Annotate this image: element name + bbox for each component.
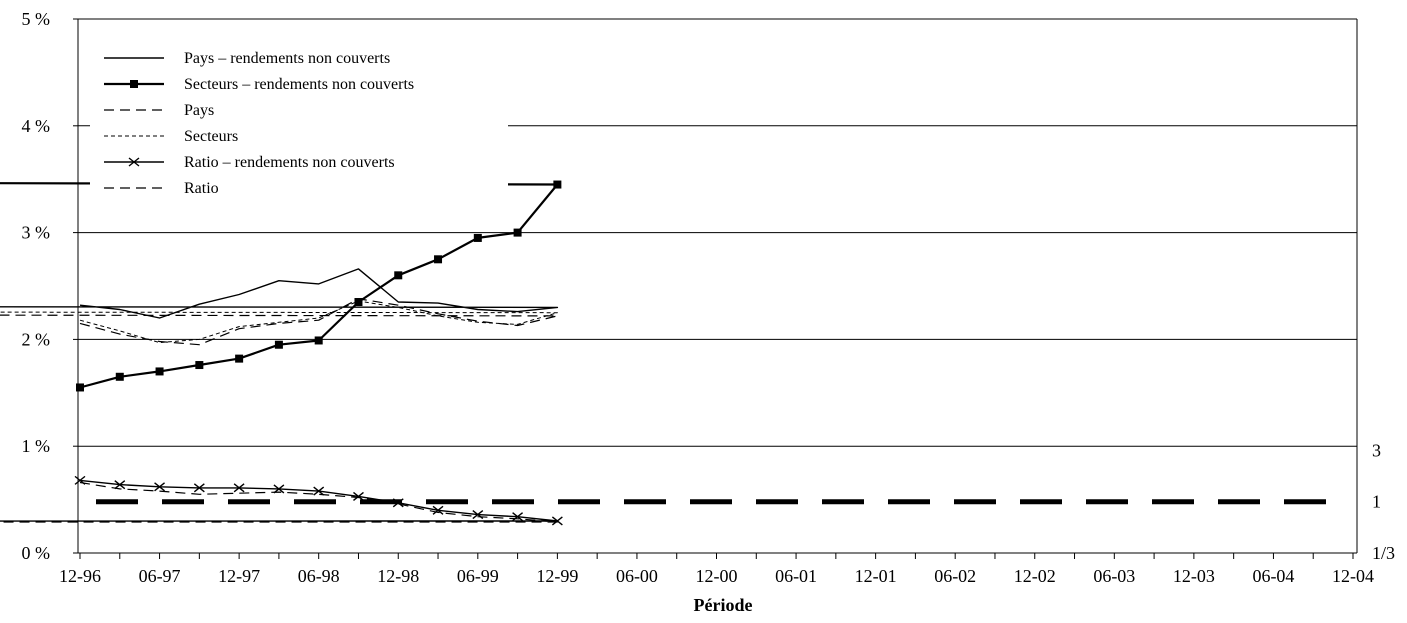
legend-label: Secteurs – rendements non couverts xyxy=(184,76,414,93)
data-point-square xyxy=(130,80,138,88)
data-point-square xyxy=(274,340,283,349)
data-point-x xyxy=(551,516,563,526)
y-axis-tick-labels: 0 % 1 % 2 % 3 % 4 % 5 % xyxy=(22,9,51,563)
y-tick-label: 5 % xyxy=(22,9,51,29)
data-point-square xyxy=(76,383,84,392)
data-point-x xyxy=(432,505,444,515)
data-point-square xyxy=(354,298,363,307)
series-line xyxy=(0,298,559,346)
y2-tick-label: 3 xyxy=(1372,440,1381,460)
legend-area xyxy=(90,40,508,208)
data-point-x xyxy=(114,480,126,490)
x-axis-tick-labels: 12-96 06-97 12-97 06-98 12-98 06-99 12-99 06-00… xyxy=(59,566,1374,586)
data-point-x xyxy=(392,498,404,508)
data-point-x xyxy=(233,483,245,493)
legend-label: Pays – rendements non couverts xyxy=(184,50,390,67)
y-tick-label: 1 % xyxy=(22,436,51,456)
x-tick-label: 06-98 xyxy=(298,566,340,586)
series-pays-rendements-non-couverts xyxy=(0,268,559,319)
data-point-square xyxy=(235,354,244,363)
y2-tick-label: 1/3 xyxy=(1372,543,1395,563)
y2-axis-tick-labels: 1/3 1 3 xyxy=(1372,440,1395,563)
x-tick-label: 12-97 xyxy=(218,566,260,586)
x-tick-label: 06-02 xyxy=(934,566,976,586)
x-tick-label: 12-99 xyxy=(536,566,578,586)
data-point-square xyxy=(115,372,124,381)
legend-entry: Ratio – rendements non couverts xyxy=(104,154,395,171)
series-pays xyxy=(0,298,559,346)
data-point-x xyxy=(512,512,524,522)
series-line xyxy=(0,479,559,522)
x-tick-label: 12-02 xyxy=(1014,566,1056,586)
x-tick-label: 12-01 xyxy=(855,566,897,586)
x-tick-label: 12-96 xyxy=(59,566,101,586)
data-point-square xyxy=(553,180,562,189)
legend: Pays – rendements non couverts Secteurs –… xyxy=(104,50,414,197)
legend-label: Ratio – rendements non couverts xyxy=(184,154,395,171)
series-ratio-rendements-non-couverts xyxy=(0,475,563,526)
x-tick-label: 12-03 xyxy=(1173,566,1215,586)
data-point-x xyxy=(154,482,166,492)
data-point-square xyxy=(473,233,482,242)
y2-tick-label: 1 xyxy=(1372,492,1381,512)
data-point-square xyxy=(513,228,522,237)
y-tick-label: 3 % xyxy=(22,223,51,243)
legend-label: Ratio xyxy=(184,180,219,197)
legend-entry: Pays – rendements non couverts xyxy=(104,50,390,67)
x-tick-label: 06-99 xyxy=(457,566,499,586)
series-line xyxy=(0,268,559,319)
legend-label: Pays xyxy=(184,102,214,119)
data-point-square xyxy=(394,271,403,280)
legend-entry: Secteurs xyxy=(104,128,238,145)
series-line xyxy=(0,182,559,389)
x-tick-label: 06-04 xyxy=(1252,566,1294,586)
x-tick-label: 06-03 xyxy=(1093,566,1135,586)
series-group xyxy=(0,180,563,526)
series-secteurs-rendements-non-couverts xyxy=(0,180,562,392)
y-tick-label: 2 % xyxy=(22,329,51,349)
data-point-x xyxy=(353,491,364,501)
x-tick-label: 06-00 xyxy=(616,566,658,586)
plot-frame xyxy=(73,18,1358,559)
series-line xyxy=(0,300,558,344)
legend-entry: Secteurs – rendements non couverts xyxy=(104,76,414,93)
x-tick-label: 12-04 xyxy=(1332,566,1374,586)
data-point-x xyxy=(313,486,325,496)
data-point-square xyxy=(195,361,204,370)
data-point-square xyxy=(155,367,164,376)
legend-entry: Pays xyxy=(104,102,214,119)
y-tick-label: 0 % xyxy=(22,543,51,563)
x-axis-label: Période xyxy=(694,595,753,615)
series-secteurs xyxy=(0,300,558,344)
series-line xyxy=(0,481,559,523)
gridlines xyxy=(78,18,1357,554)
legend-label: Secteurs xyxy=(184,128,238,145)
series-ratio xyxy=(0,481,559,523)
x-tick-label: 06-01 xyxy=(775,566,817,586)
data-point-square xyxy=(434,255,443,264)
x-tick-label: 12-98 xyxy=(377,566,419,586)
x-tick-label: 06-97 xyxy=(139,566,181,586)
data-point-x xyxy=(128,157,140,167)
data-point-x xyxy=(193,483,205,493)
data-point-x xyxy=(273,484,285,494)
data-point-square xyxy=(314,336,323,345)
legend-entry: Ratio xyxy=(104,180,219,197)
y-tick-label: 4 % xyxy=(22,116,51,136)
legend-background xyxy=(90,40,508,208)
x-tick-label: 12-00 xyxy=(696,566,738,586)
